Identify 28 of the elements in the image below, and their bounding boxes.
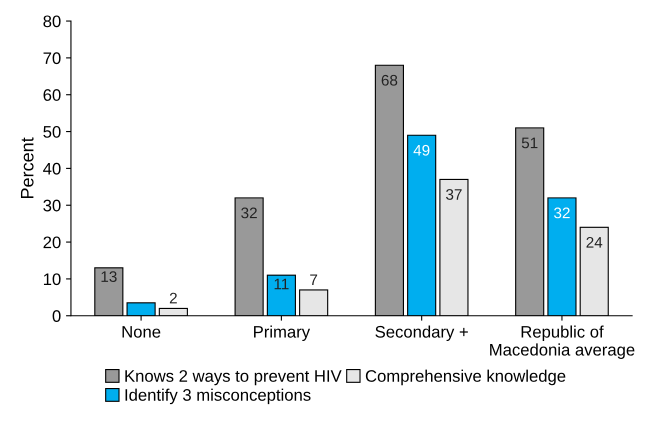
y-tick-label: 70	[44, 52, 61, 64]
y-tick-label: 40	[43, 162, 61, 175]
data-label: 2	[170, 292, 177, 304]
y-tick-label: 60	[44, 89, 61, 101]
y-tick-label: 50	[43, 126, 61, 138]
data-label: 11	[274, 278, 289, 290]
legend-label: Knows 2 ways to prevent HIV	[125, 370, 342, 386]
x-tick-label: Primary	[254, 325, 310, 342]
y-axis-title: Percent	[20, 137, 34, 198]
data-label: 7	[310, 274, 318, 285]
data-label: 37	[446, 189, 462, 200]
y-tick-label: 20	[44, 236, 61, 248]
legend-label: Identify 3 misconceptions	[126, 388, 311, 404]
data-label: 49	[414, 144, 430, 156]
legend-label: Comprehensive knowledge	[366, 370, 566, 386]
data-label: 24	[586, 236, 602, 248]
y-tick-label: 0	[52, 310, 61, 322]
x-tick-label: Secondary +	[375, 325, 468, 342]
data-label: 68	[382, 74, 398, 86]
data-label: 32	[554, 207, 570, 218]
data-label: 13	[101, 271, 117, 282]
x-tick-label: Republic of Macedonia average	[490, 325, 634, 359]
y-tick-label: 10	[44, 273, 61, 286]
y-tick-label: 80	[43, 15, 61, 28]
y-tick-label: 30	[43, 200, 61, 212]
data-label: 32	[241, 207, 257, 218]
data-label: 51	[522, 138, 538, 148]
x-tick-label: None	[122, 326, 160, 338]
